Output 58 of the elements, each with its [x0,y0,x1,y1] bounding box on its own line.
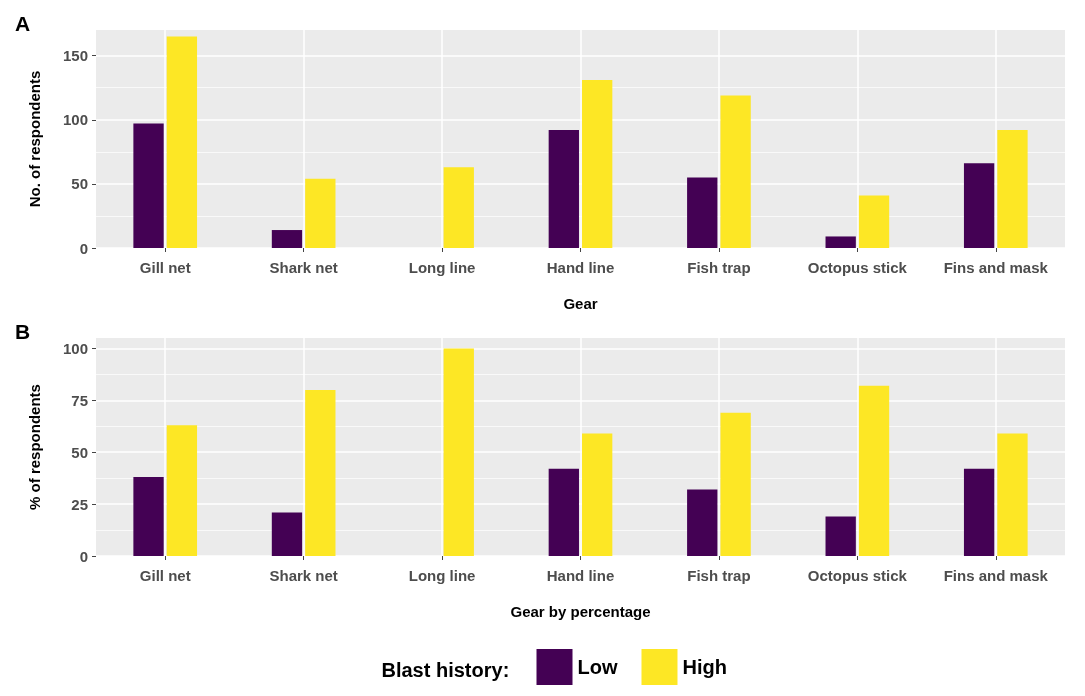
x-tick-label: Fish trap [687,567,751,584]
legend-label: Low [577,656,618,678]
y-tick-label: 75 [71,391,88,409]
bar [997,433,1028,556]
bar [443,348,474,556]
y-tick-label: 100 [62,111,88,129]
chart-title: A [15,12,31,35]
bar [858,385,890,556]
bar [825,516,856,556]
bar [548,468,579,556]
x-tick-label: Octopus stick [807,259,908,276]
x-tick-label: Shark net [269,259,338,276]
bar [720,412,751,556]
bar [582,80,613,248]
x-tick-label: Long line [408,567,476,584]
bar [997,130,1028,248]
bar [548,130,579,248]
x-tick-label: Gill net [139,259,191,276]
chart-title: B [15,320,31,343]
x-tick-label: Fins and mask [943,259,1049,276]
x-axis-title: Gear [563,295,598,312]
x-tick-label: Hand line [546,567,615,584]
bar [271,230,303,248]
x-tick-label: Gill net [139,567,191,584]
bar [720,95,751,248]
bar [582,433,613,556]
bar [271,512,303,556]
x-tick-label: Fish trap [687,259,751,276]
x-tick-label: Octopus stick [807,567,908,584]
x-tick-label: Hand line [546,259,615,276]
y-tick-label: 25 [71,495,88,513]
y-tick-label: 0 [79,239,88,257]
bar [133,123,164,248]
x-axis-title: Gear by percentage [510,603,651,620]
x-tick-label: Long line [408,259,476,276]
bar [687,489,718,556]
y-tick-label: 50 [71,443,88,461]
bar [166,425,198,556]
bar [443,167,474,248]
bar [305,389,336,556]
bar [133,477,164,556]
x-tick-label: Fins and mask [943,567,1049,584]
bar [305,178,336,248]
bar [687,177,718,248]
legend-title: Blast history: [381,659,510,681]
y-tick-label: 150 [62,47,88,65]
y-tick-label: 0 [79,547,88,565]
legend-label: High [682,656,727,678]
bar [166,36,198,248]
x-tick-label: Shark net [269,567,338,584]
y-axis-title: No. of respondents [26,70,43,208]
y-tick-label: 100 [62,339,88,357]
y-tick-label: 50 [71,175,88,193]
bar [963,163,995,248]
bar [825,236,856,248]
y-axis-title: % of respondents [26,384,43,510]
bar [963,468,995,556]
bar [858,195,890,248]
